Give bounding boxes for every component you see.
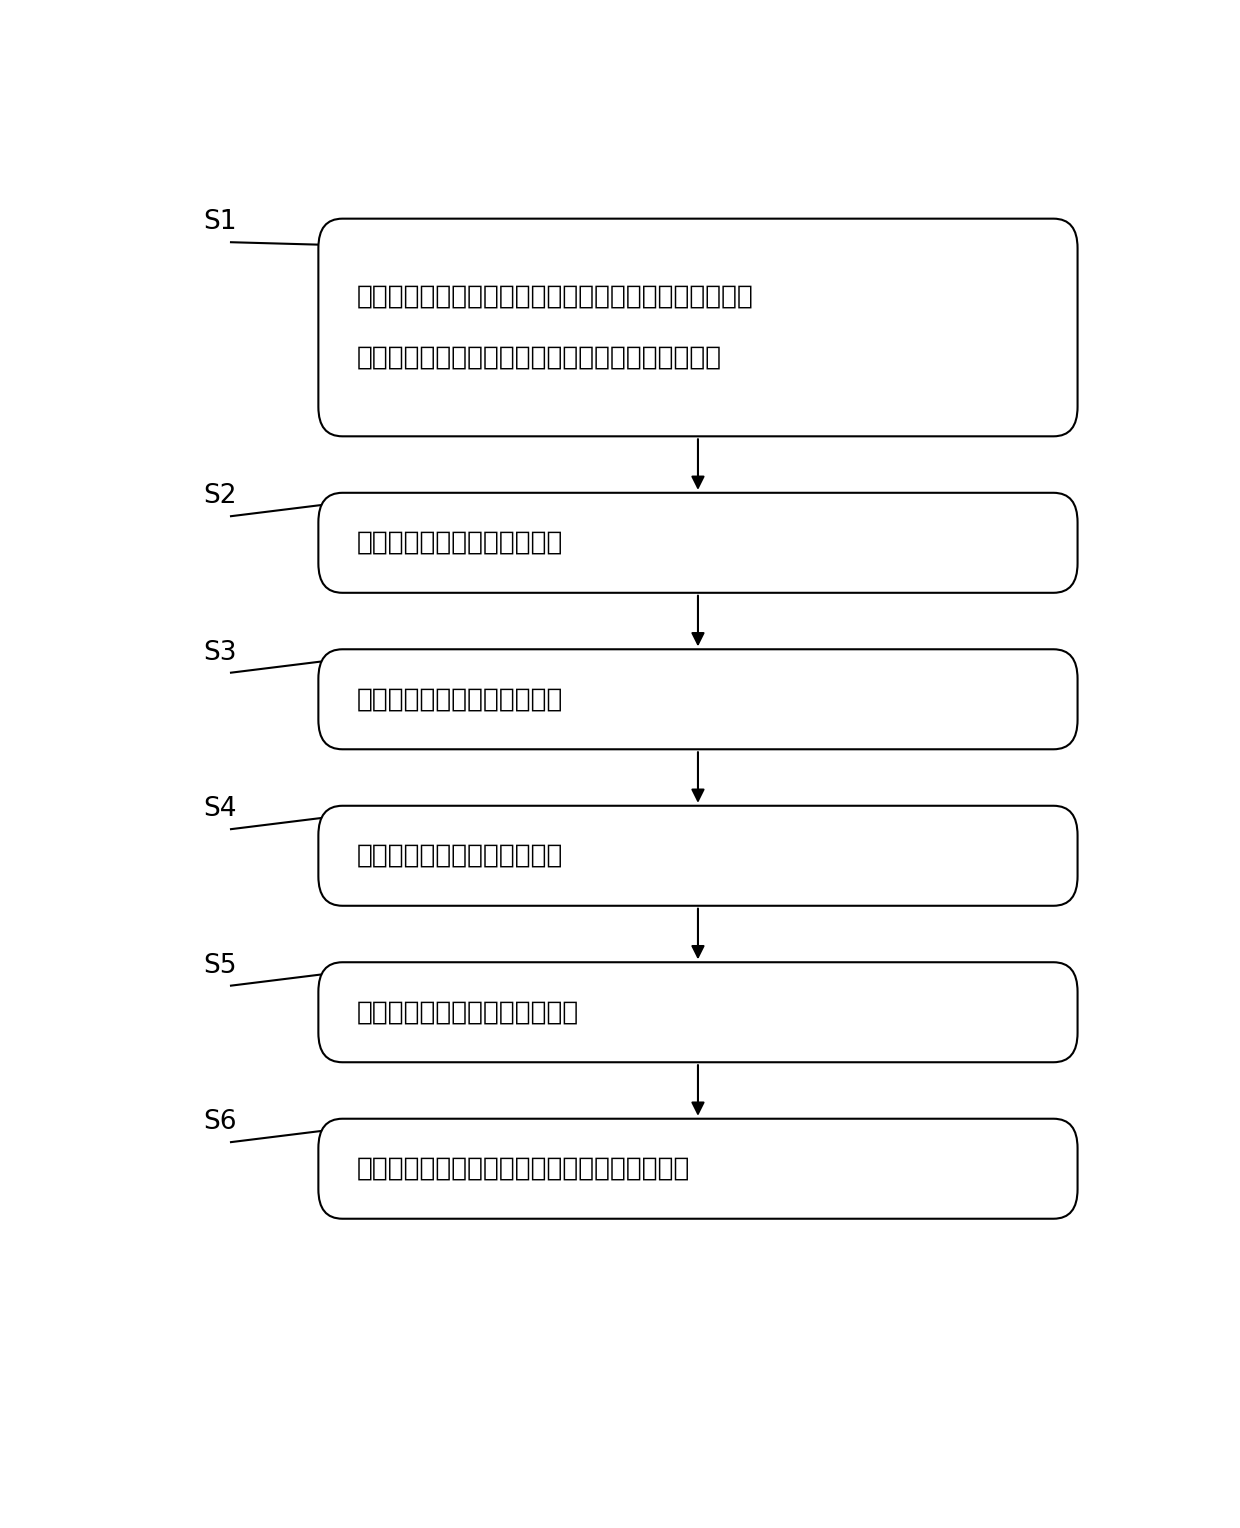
Text: 根据角点信息提取线段信息；: 根据角点信息提取线段信息； [357,843,563,869]
Text: S1: S1 [203,209,237,235]
FancyBboxPatch shape [319,494,1078,593]
Text: 在数据分块中提取角点信息；: 在数据分块中提取角点信息； [357,686,563,712]
FancyBboxPatch shape [319,1118,1078,1219]
Text: S5: S5 [203,953,237,979]
Text: 以移动机器人前进方向为参考建立直角坐标系，移动机器: 以移动机器人前进方向为参考建立直角坐标系，移动机器 [357,284,754,310]
Text: 对激光数据点进行数据分块；: 对激光数据点进行数据分块； [357,530,563,556]
Text: 根据线段信息修改直角坐标系；: 根据线段信息修改直角坐标系； [357,999,579,1025]
Text: S4: S4 [203,796,237,822]
FancyBboxPatch shape [319,805,1078,906]
FancyBboxPatch shape [319,219,1078,437]
Text: S6: S6 [203,1109,237,1135]
Text: S3: S3 [203,640,237,666]
Text: 根据修改的直角坐标系在工作区域内创建地图。: 根据修改的直角坐标系在工作区域内创建地图。 [357,1155,691,1181]
Text: S2: S2 [203,483,237,509]
Text: 人的激光测距传感器扫描工作区域获取激光数据点；: 人的激光测距传感器扫描工作区域获取激光数据点； [357,345,722,371]
FancyBboxPatch shape [319,963,1078,1062]
FancyBboxPatch shape [319,649,1078,749]
